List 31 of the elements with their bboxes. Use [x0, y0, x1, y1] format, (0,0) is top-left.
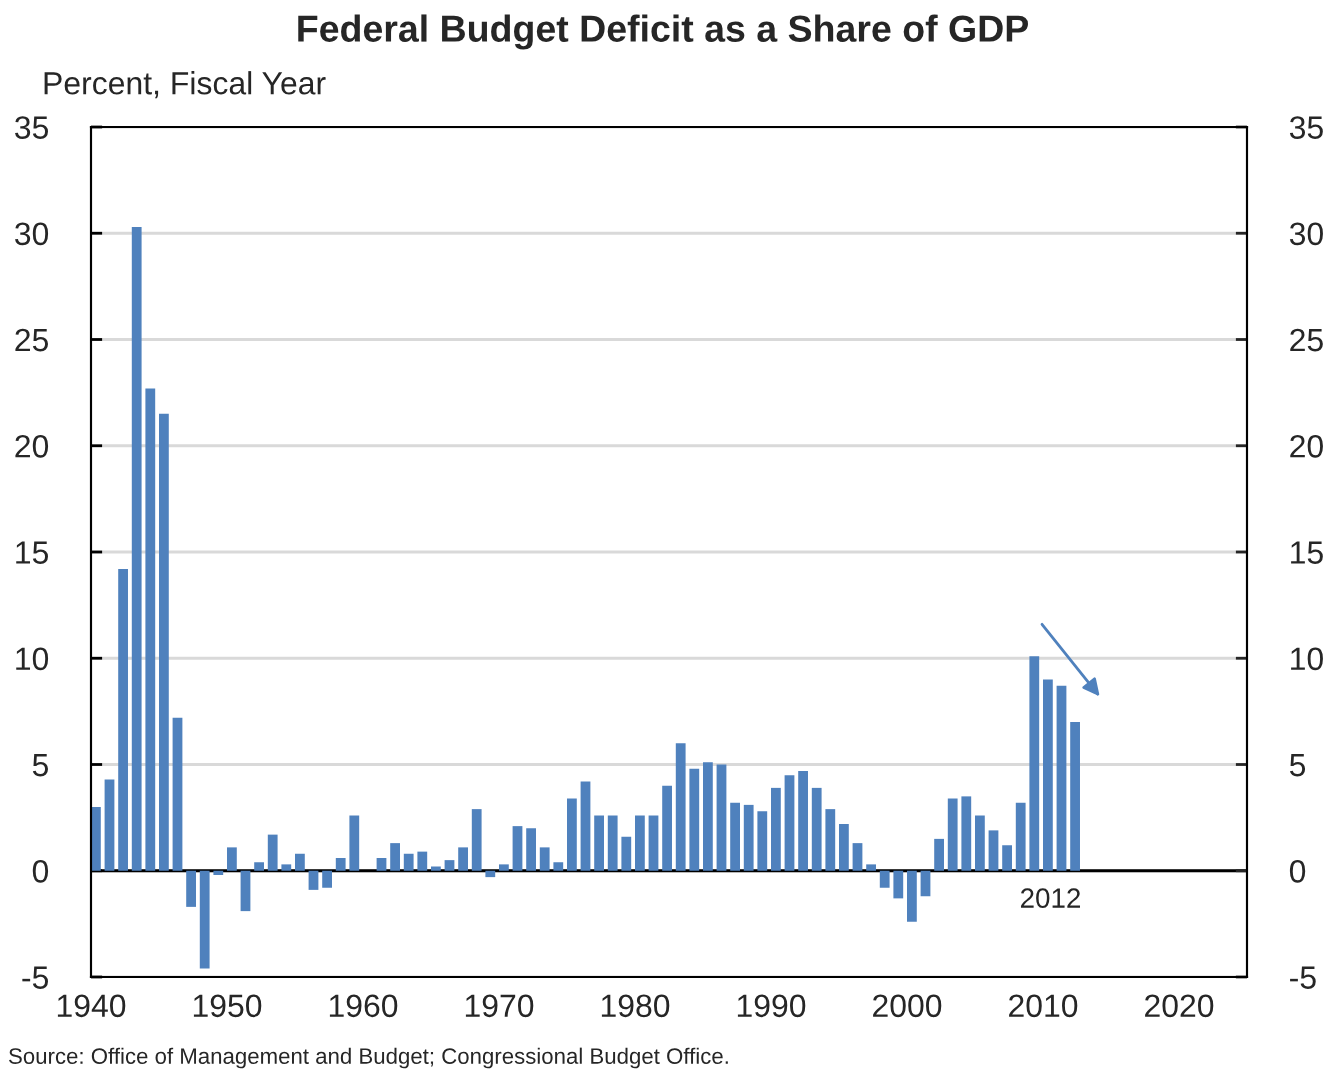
y-tick-label: 30 — [15, 222, 49, 246]
y-tick-label: 0 — [32, 860, 49, 883]
y-tick-label: 20 — [15, 435, 49, 458]
y2-tick-label: 25 — [1290, 328, 1323, 352]
y2-tick-label: 30 — [1289, 222, 1323, 246]
y-tick-label: 25 — [15, 328, 48, 352]
x-tick-label: 2010 — [1009, 994, 1078, 1018]
y-tick-label: 10 — [16, 647, 49, 671]
x-tick-label: 1980 — [601, 994, 670, 1018]
y-tick-label: 5 — [32, 754, 48, 777]
y-tick-label: 35 — [15, 116, 48, 139]
source-note: Source: Office of Management and Budget; Congressional Budget Office. — [9, 1047, 728, 1069]
y-tick-label: -5 — [22, 966, 48, 989]
x-tick-label: 1950 — [193, 994, 262, 1018]
x-tick-label: 1990 — [737, 994, 806, 1018]
y2-tick-label: 15 — [1291, 541, 1323, 564]
y2-tick-label: 0 — [1289, 860, 1306, 883]
y2-tick-label: -5 — [1290, 966, 1316, 989]
y2-tick-label: 35 — [1289, 116, 1323, 139]
x-tick-label: 2020 — [1145, 994, 1214, 1018]
x-tick-label: 2000 — [873, 994, 942, 1018]
y2-tick-label: 10 — [1291, 647, 1323, 671]
chart-title: Federal Budget Deficit as a Share of GDP — [298, 14, 1028, 50]
y-axis-title: Percent, Fiscal Year — [44, 71, 326, 99]
x-tick-label: 1970 — [465, 994, 534, 1018]
y2-tick-label: 20 — [1290, 435, 1323, 458]
y2-tick-label: 5 — [1289, 754, 1306, 777]
annotation: 2012 — [1020, 888, 1080, 908]
x-tick-label: 1940 — [57, 994, 126, 1018]
x-tick-label: 1960 — [329, 994, 398, 1018]
y-tick-label: 15 — [16, 541, 48, 564]
